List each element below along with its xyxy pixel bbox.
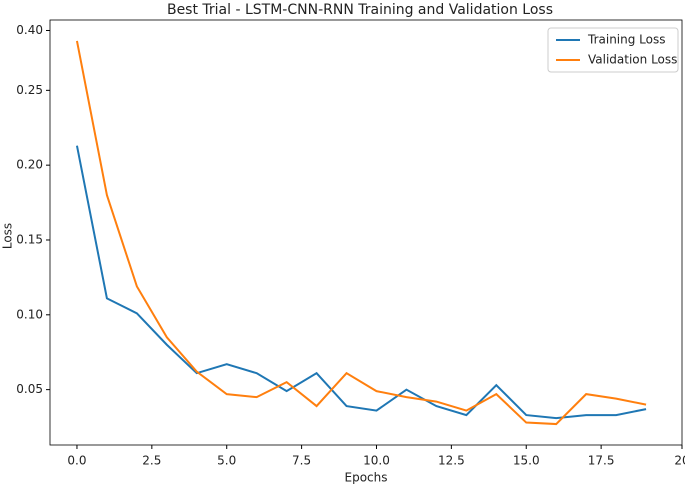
x-tick-label: 17.5 xyxy=(588,454,615,468)
x-tick-label: 20 xyxy=(674,454,685,468)
y-tick-label: 0.15 xyxy=(16,232,43,246)
legend-box xyxy=(547,27,679,73)
x-tick-label: 15.0 xyxy=(513,454,540,468)
legend-label: Validation Loss xyxy=(588,53,677,67)
x-tick-label: 0.0 xyxy=(67,454,86,468)
y-tick-label: 0.10 xyxy=(16,307,43,321)
x-tick-label: 12.5 xyxy=(438,454,465,468)
y-axis-label: Loss xyxy=(1,223,15,249)
y-tick-label: 0.05 xyxy=(16,382,43,396)
y-tick-label: 0.40 xyxy=(16,23,43,37)
x-tick-label: 5.0 xyxy=(217,454,236,468)
x-tick-label: 2.5 xyxy=(142,454,161,468)
x-tick-label: 10.0 xyxy=(363,454,390,468)
y-tick-label: 0.20 xyxy=(16,158,43,172)
chart-title: Best Trial - LSTM-CNN-RNN Training and V… xyxy=(167,2,553,18)
plot-frame xyxy=(49,19,683,446)
x-tick-label: 7.5 xyxy=(292,454,311,468)
y-tick-label: 0.25 xyxy=(16,83,43,97)
series-line xyxy=(75,40,647,426)
series-line xyxy=(75,145,647,420)
x-axis-label: Epochs xyxy=(345,471,388,485)
legend-label: Training Loss xyxy=(587,33,665,47)
